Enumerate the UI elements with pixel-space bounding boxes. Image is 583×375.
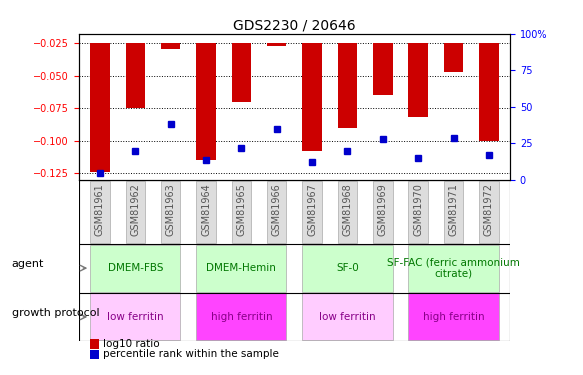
Text: high ferritin: high ferritin bbox=[423, 312, 484, 322]
Text: GSM81962: GSM81962 bbox=[130, 183, 141, 236]
Text: GSM81964: GSM81964 bbox=[201, 183, 211, 236]
Bar bbox=[90, 245, 180, 291]
Bar bbox=[303, 43, 322, 151]
Text: GSM81963: GSM81963 bbox=[166, 183, 175, 236]
Text: percentile rank within the sample: percentile rank within the sample bbox=[103, 350, 279, 359]
Title: GDS2230 / 20646: GDS2230 / 20646 bbox=[233, 19, 356, 33]
Text: DMEM-Hemin: DMEM-Hemin bbox=[206, 263, 276, 273]
Bar bbox=[338, 43, 357, 128]
Bar bbox=[231, 181, 251, 243]
Bar bbox=[373, 43, 392, 95]
Text: GSM81961: GSM81961 bbox=[95, 183, 105, 236]
Text: GSM81971: GSM81971 bbox=[448, 183, 459, 236]
Bar bbox=[161, 43, 180, 50]
Text: GSM81965: GSM81965 bbox=[236, 183, 247, 236]
Bar bbox=[125, 43, 145, 108]
Bar bbox=[479, 43, 498, 141]
Text: SF-FAC (ferric ammonium
citrate): SF-FAC (ferric ammonium citrate) bbox=[387, 257, 520, 279]
Text: SF-0: SF-0 bbox=[336, 263, 359, 273]
Bar bbox=[373, 181, 392, 243]
Bar bbox=[409, 245, 498, 291]
Text: GSM81969: GSM81969 bbox=[378, 183, 388, 236]
Bar bbox=[231, 43, 251, 102]
Bar bbox=[444, 181, 463, 243]
Bar bbox=[90, 43, 110, 172]
Text: GSM81966: GSM81966 bbox=[272, 183, 282, 236]
Bar bbox=[479, 181, 498, 243]
Bar bbox=[196, 43, 216, 160]
Text: GSM81968: GSM81968 bbox=[342, 183, 353, 236]
Bar bbox=[90, 294, 180, 340]
Bar bbox=[409, 294, 498, 340]
Bar bbox=[267, 181, 286, 243]
Text: high ferritin: high ferritin bbox=[210, 312, 272, 322]
Bar bbox=[303, 181, 322, 243]
Text: low ferritin: low ferritin bbox=[319, 312, 376, 322]
Bar bbox=[303, 245, 392, 291]
Text: GSM81972: GSM81972 bbox=[484, 183, 494, 236]
Bar bbox=[303, 294, 392, 340]
Text: GSM81967: GSM81967 bbox=[307, 183, 317, 236]
Text: low ferritin: low ferritin bbox=[107, 312, 164, 322]
Bar bbox=[409, 181, 428, 243]
Bar bbox=[196, 181, 216, 243]
Bar bbox=[444, 43, 463, 72]
Bar bbox=[125, 181, 145, 243]
Bar bbox=[90, 181, 110, 243]
Bar bbox=[338, 181, 357, 243]
Bar bbox=[409, 43, 428, 117]
Text: DMEM-FBS: DMEM-FBS bbox=[107, 263, 163, 273]
Bar bbox=[196, 294, 286, 340]
Bar bbox=[161, 181, 180, 243]
Bar bbox=[196, 245, 286, 291]
Text: agent: agent bbox=[12, 260, 44, 269]
Text: growth protocol: growth protocol bbox=[12, 308, 99, 318]
Bar bbox=[267, 43, 286, 45]
Text: log10 ratio: log10 ratio bbox=[103, 339, 160, 349]
Text: GSM81970: GSM81970 bbox=[413, 183, 423, 236]
